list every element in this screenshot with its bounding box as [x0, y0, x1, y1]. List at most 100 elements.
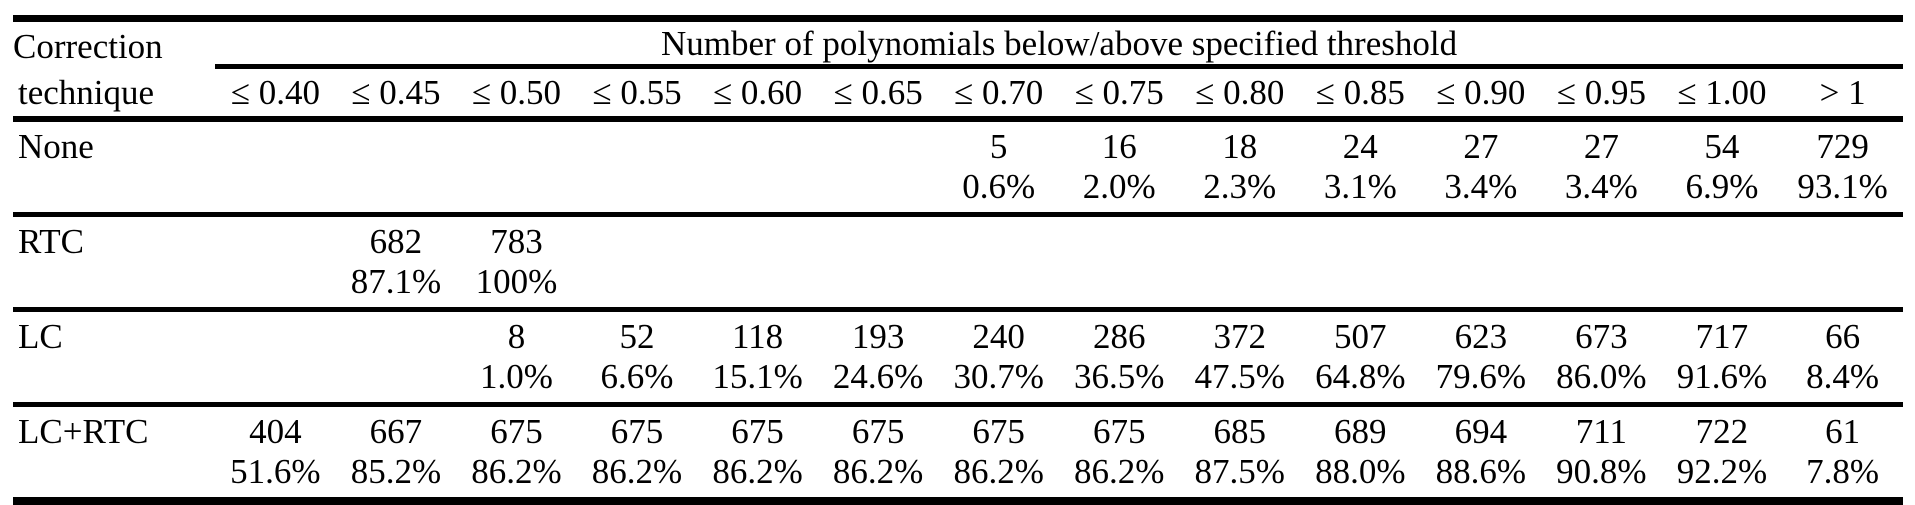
- cell-percent: [456, 167, 577, 207]
- table-cell: [1300, 215, 1421, 310]
- col-header-le-100: ≤ 1.00: [1661, 66, 1783, 122]
- cell-percent: 64.8%: [1315, 357, 1406, 396]
- cell-percent: 88.6%: [1435, 452, 1527, 491]
- cell-count: 404: [249, 412, 302, 451]
- cell-percent: 86.2%: [712, 452, 803, 491]
- cell-percent: [818, 262, 939, 302]
- cell-percent: [697, 262, 818, 302]
- cell-count: 18: [1222, 127, 1258, 166]
- table-cell: [1541, 215, 1662, 310]
- cell-count: 54: [1704, 127, 1740, 166]
- header-row-1: Correction Number of polynomials below/a…: [13, 18, 1903, 69]
- col-header-le-050: ≤ 0.50: [456, 66, 577, 122]
- table-cell: 675 86.2%: [577, 405, 698, 502]
- table-cell: 711 90.8%: [1541, 405, 1662, 502]
- table-cell: [818, 119, 939, 215]
- cell-count: 5: [989, 127, 1008, 166]
- row-label: None: [18, 127, 94, 166]
- table-cell: 675 86.2%: [456, 405, 577, 502]
- cell-percent: 6.6%: [600, 357, 674, 396]
- cell-count: 507: [1334, 317, 1387, 356]
- table-cell: [336, 119, 457, 215]
- cell-count: 711: [1575, 412, 1627, 451]
- col-header-le-085: ≤ 0.85: [1300, 66, 1421, 122]
- table-cell: [215, 215, 336, 310]
- span-header: Number of polynomials below/above specif…: [215, 18, 1903, 69]
- table-cell: 404 51.6%: [215, 405, 336, 502]
- cell-count: [1300, 222, 1421, 262]
- table-cell: 27 3.4%: [1541, 119, 1662, 215]
- cell-percent: 6.9%: [1685, 167, 1759, 206]
- cell-percent: [818, 167, 939, 207]
- cell-percent: 91.6%: [1676, 357, 1768, 396]
- cell-percent: 86.2%: [471, 452, 562, 491]
- table-cell: 729 93.1%: [1782, 119, 1903, 215]
- row-label: LC+RTC: [18, 412, 149, 451]
- table-cell: 675 86.2%: [697, 405, 818, 502]
- cell-percent: [1662, 262, 1783, 302]
- table-cell: [697, 119, 818, 215]
- table-cell: [456, 119, 577, 215]
- cell-count: [1662, 222, 1783, 262]
- cell-percent: 30.7%: [953, 357, 1044, 396]
- cell-count: [818, 127, 939, 167]
- table-cell: [1421, 215, 1542, 310]
- cell-percent: [1179, 262, 1300, 302]
- table-cell: 66 8.4%: [1782, 310, 1903, 405]
- table-cell: 717 91.6%: [1662, 310, 1783, 405]
- cell-percent: 2.0%: [1082, 167, 1156, 206]
- cell-count: [1421, 222, 1542, 262]
- cell-count: [336, 317, 457, 357]
- col-header-le-080: ≤ 0.80: [1179, 66, 1301, 122]
- table-cell: 673 86.0%: [1541, 310, 1662, 405]
- cell-count: 675: [851, 412, 905, 451]
- cell-count: [577, 127, 698, 167]
- table-cell: [577, 215, 698, 310]
- table-cell: 240 30.7%: [938, 310, 1059, 405]
- table-cell: [697, 215, 818, 310]
- cell-percent: 36.5%: [1073, 357, 1165, 396]
- col-header-le-040: ≤ 0.40: [215, 66, 336, 122]
- cell-percent: 79.6%: [1435, 357, 1527, 396]
- table-cell: 193 24.6%: [818, 310, 939, 405]
- cell-count: 372: [1213, 317, 1266, 356]
- table-cell: [215, 310, 336, 405]
- cell-percent: 86.2%: [832, 452, 924, 491]
- table-cell: 286 36.5%: [1059, 310, 1180, 405]
- cell-percent: [1541, 262, 1662, 302]
- cell-percent: 85.2%: [350, 452, 442, 491]
- table-cell: [215, 119, 336, 215]
- cell-count: [577, 222, 698, 262]
- table-cell: 18 2.3%: [1179, 119, 1300, 215]
- header-row-2: technique ≤ 0.40 ≤ 0.45 ≤ 0.50 ≤ 0.55 ≤ …: [13, 66, 1903, 122]
- cell-count: [336, 127, 457, 167]
- cell-percent: 86.2%: [1073, 452, 1165, 491]
- cell-percent: 87.5%: [1194, 452, 1285, 491]
- table-cell: 27 3.4%: [1421, 119, 1542, 215]
- col-header-le-095: ≤ 0.95: [1541, 66, 1662, 122]
- row-label: RTC: [18, 222, 84, 261]
- cell-count: [1541, 222, 1662, 262]
- table-cell: [1662, 215, 1783, 310]
- cell-count: 722: [1695, 412, 1749, 451]
- table-row-lc-rtc: LC+RTC 404 51.6% 667 85.2% 675 86.2% 675 86.…: [13, 405, 1903, 502]
- cell-percent: [215, 357, 336, 397]
- cell-count: [818, 222, 939, 262]
- cell-count: 61: [1825, 412, 1861, 451]
- cell-percent: 88.0%: [1315, 452, 1406, 491]
- cell-count: 16: [1101, 127, 1137, 166]
- cell-percent: [938, 262, 1059, 302]
- cell-count: 729: [1816, 127, 1869, 166]
- cell-count: 675: [731, 412, 784, 451]
- table-row-rtc: RTC 682 87.1% 783 100%: [13, 215, 1903, 310]
- cell-percent: 7.8%: [1806, 452, 1880, 491]
- corner-header-line1: Correction: [13, 26, 163, 66]
- cell-percent: 86.2%: [953, 452, 1044, 491]
- cell-percent: [697, 167, 818, 207]
- cell-count: 66: [1825, 317, 1861, 356]
- cell-count: [1782, 222, 1903, 262]
- cell-percent: 92.2%: [1676, 452, 1768, 491]
- cell-percent: [336, 167, 457, 207]
- table-cell: 52 6.6%: [577, 310, 698, 405]
- cell-count: 675: [972, 412, 1025, 451]
